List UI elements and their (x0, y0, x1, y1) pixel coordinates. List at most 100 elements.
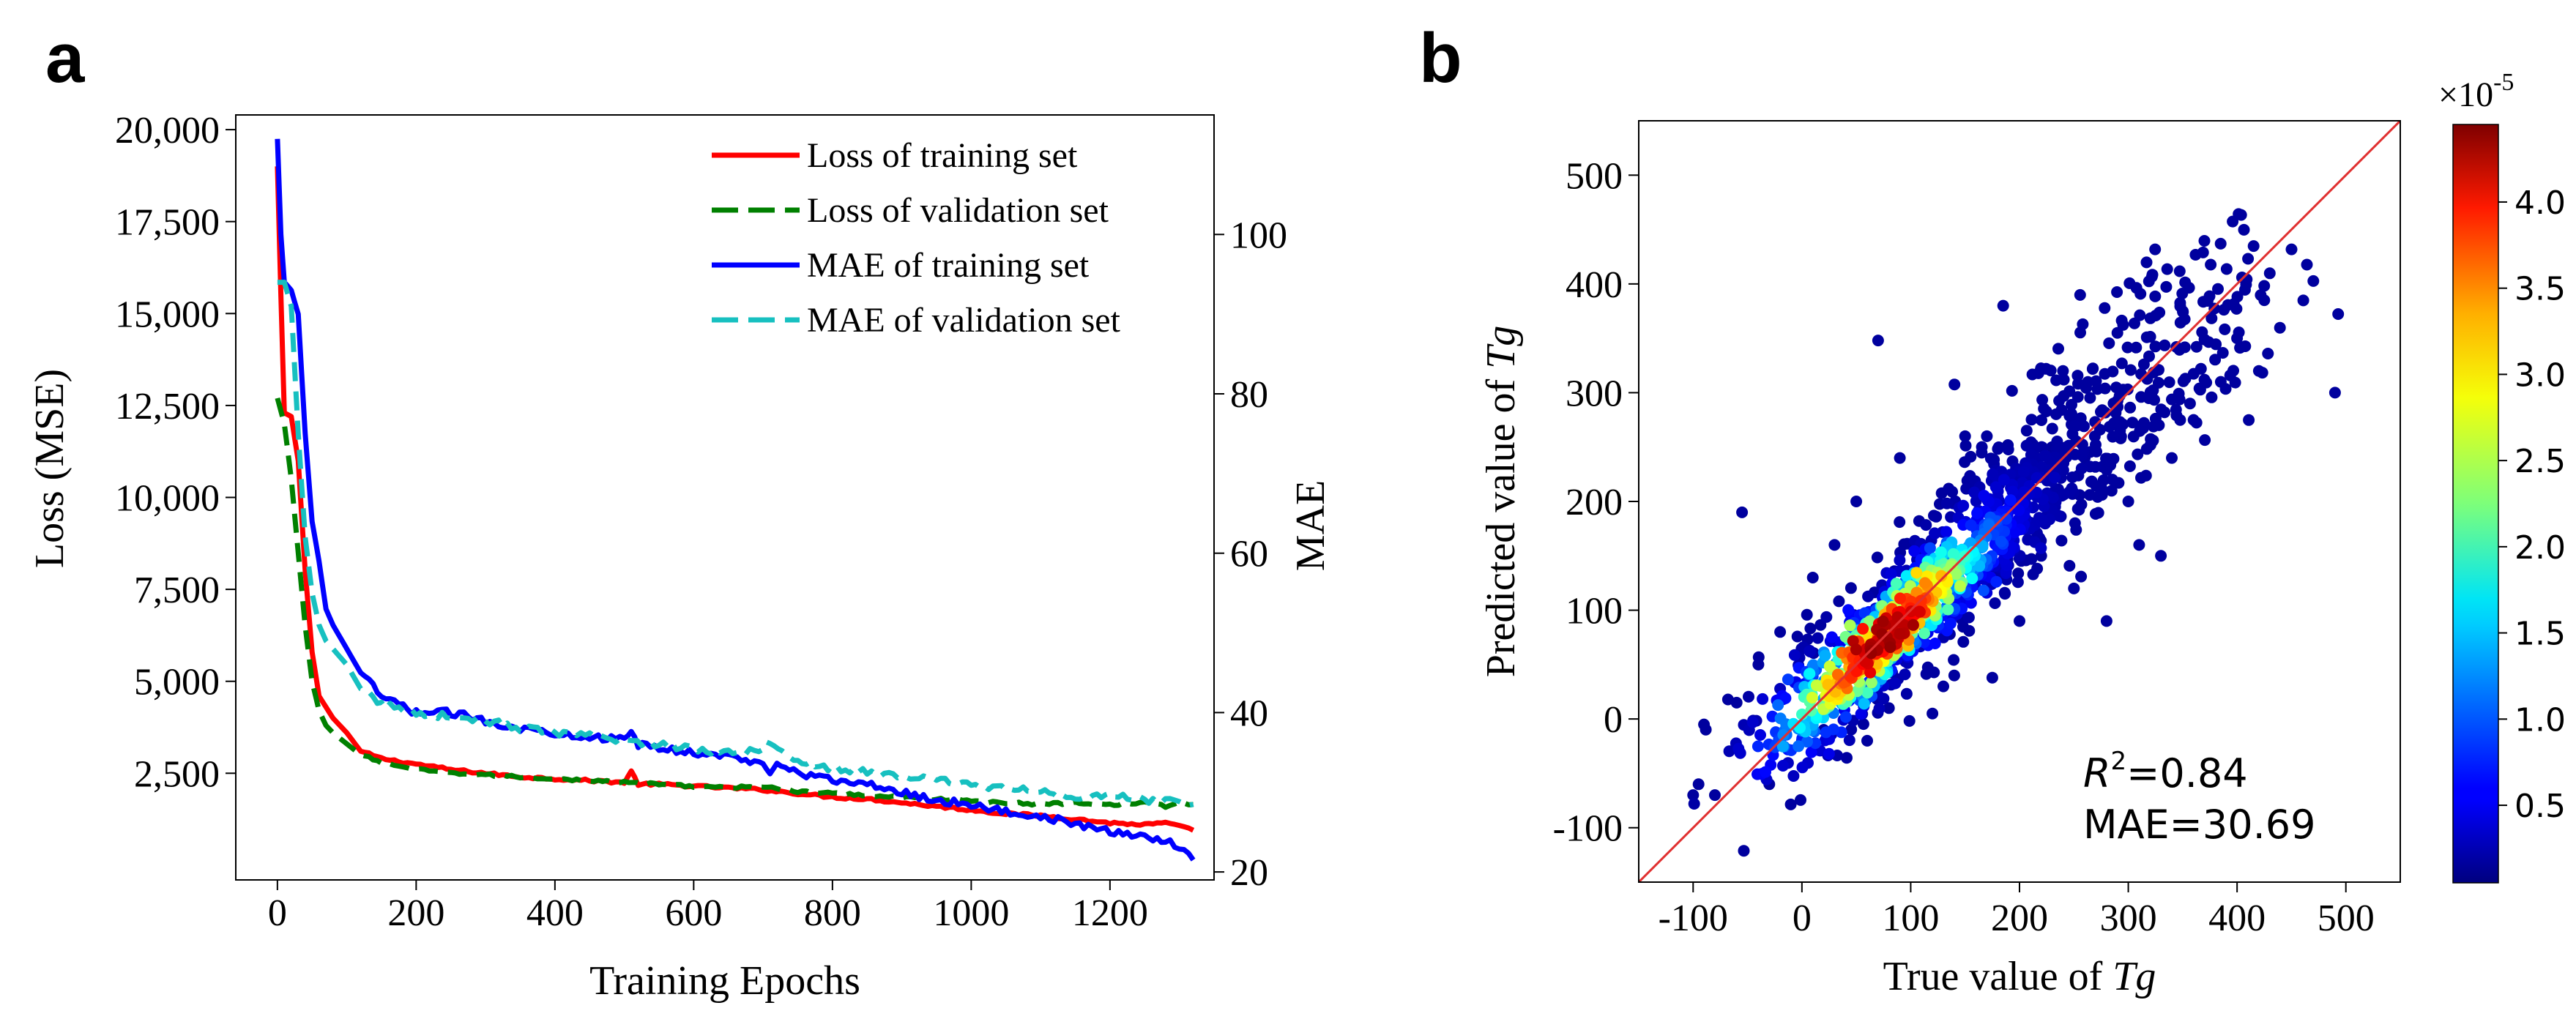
scatter-point (2173, 393, 2186, 406)
colorbar-tick-label: 1.0 (2514, 701, 2566, 739)
panel-a-legend: Loss of training set Loss of validation s… (712, 136, 1121, 340)
scatter-point (1929, 638, 1941, 649)
scatter-point (1948, 669, 1960, 682)
colorbar-tick-label: 3.0 (2514, 357, 2566, 394)
scatter-point (2058, 373, 2070, 386)
scatter-point (2068, 582, 2080, 594)
scatter-point (2233, 326, 2245, 338)
scatter-point (1754, 729, 1766, 741)
scatter-point (1688, 798, 1700, 810)
scatter-point (2122, 496, 2134, 507)
scatter-point (2238, 283, 2251, 296)
scatter-point (1968, 486, 1981, 499)
scatter-point (1872, 335, 1884, 347)
scatter-point (1995, 535, 2007, 548)
scatter-point (2190, 340, 2203, 353)
scatter-point (1787, 770, 1800, 782)
scatter-point (2069, 517, 2081, 529)
scatter-point (1801, 736, 1813, 748)
scatter-point (1947, 548, 1959, 560)
scatter-point (2020, 425, 2033, 437)
panel-b-y-axis-label-prefix: Predicted value of (1478, 369, 1524, 677)
scatter-point (1889, 677, 1902, 690)
y-tick-label: 17,500 (115, 202, 220, 244)
scatter-point (1992, 441, 2005, 453)
scatter-point (2099, 406, 2112, 419)
scatter-point (1891, 611, 1904, 624)
scatter-point (1861, 734, 1873, 747)
scatter-point (2161, 263, 2173, 275)
scatter-point (1954, 580, 1966, 592)
scatter-point (1935, 570, 1948, 582)
scatter-point (1864, 615, 1876, 627)
scatter-point (1746, 716, 1759, 728)
scatter-point (2190, 417, 2203, 429)
scatter-point (1803, 668, 1816, 680)
scatter-point (1806, 572, 1819, 583)
scatter-point (1793, 740, 1805, 753)
scatter-point (1736, 506, 1749, 518)
scatter-point (1921, 661, 1934, 673)
scatter-point (2091, 383, 2104, 395)
scatter-point (1839, 711, 1852, 723)
scatter-point (1981, 430, 1993, 442)
scatter-point (1989, 481, 2002, 493)
y-tick-label: 2,500 (134, 753, 220, 795)
scatter-point (2078, 420, 2090, 433)
scatter-point (1855, 708, 1867, 720)
scatter-point (2285, 243, 2298, 255)
scatter-point (1801, 608, 1813, 621)
y-tick-label: 0 (1604, 699, 1623, 741)
scatter-point (1857, 718, 1869, 731)
scatter-point (1779, 692, 1792, 704)
scatter-point (1850, 643, 1862, 656)
scatter-point (2201, 295, 2214, 307)
y2-tick-label: 80 (1230, 374, 1268, 416)
x-tick-label: 0 (1793, 897, 1812, 939)
scatter-point (2258, 280, 2271, 292)
scatter-point (1823, 660, 1836, 673)
series-line-4 (277, 280, 1194, 808)
scatter-point (2155, 403, 2167, 416)
scatter-point (1913, 605, 1926, 618)
panel-a-x-ticks: 0 200 400 600 800 1000 1200 (268, 880, 1148, 934)
y-tick-label: 5,000 (134, 662, 220, 703)
scatter-point (2129, 317, 2140, 329)
scatter-point (1723, 745, 1735, 758)
scatter-point (1842, 604, 1855, 616)
scatter-point (2107, 418, 2120, 430)
x-tick-label: 600 (665, 892, 722, 934)
scatter-point (1784, 798, 1797, 810)
scatter-point (2012, 567, 2025, 580)
x-tick-label: 500 (2318, 897, 2375, 939)
scatter-point (2002, 444, 2014, 455)
scatter-point (1734, 747, 1746, 759)
scatter-point (1894, 592, 1906, 605)
scatter-point (2014, 615, 2025, 627)
scatter-point (2176, 288, 2189, 299)
scatter-point (2050, 408, 2062, 420)
scatter-point (2103, 337, 2115, 349)
scatter-point (2107, 365, 2119, 378)
scatter-point (2159, 339, 2171, 351)
colorbar-ticks: 0.5 1.0 1.5 2.0 2.5 3.0 3.5 4.0 (2498, 184, 2566, 825)
scatter-point (1687, 789, 1700, 802)
scatter-point (2084, 392, 2096, 404)
scatter-point (1825, 631, 1838, 643)
scatter-point (2020, 439, 2033, 452)
scatter-point (1791, 630, 1803, 643)
scatter-point (1900, 570, 1913, 582)
scatter-point (1858, 698, 1870, 710)
scatter-point (1937, 680, 1949, 693)
scatter-point (2220, 263, 2233, 275)
scatter-point (1944, 617, 1957, 630)
scatter-point (2027, 568, 2039, 581)
x-tick-label: 300 (2100, 897, 2157, 939)
scatter-point (1833, 595, 1845, 608)
legend-label-1: Loss of training set (807, 136, 1078, 175)
scatter-point (1804, 622, 1817, 635)
scatter-point (1957, 499, 1970, 512)
scatter-point (2089, 508, 2102, 520)
scatter-point (1929, 527, 1941, 540)
scatter-point (1957, 635, 1970, 648)
